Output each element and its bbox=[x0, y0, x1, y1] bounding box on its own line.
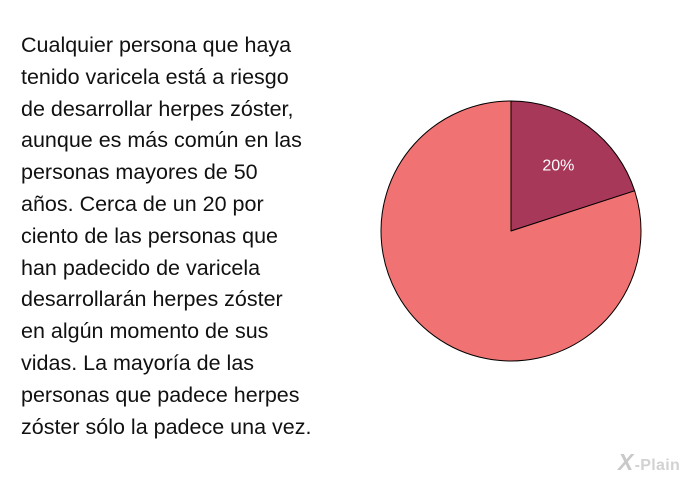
text-line: aunque es más común en las bbox=[21, 128, 302, 153]
text-line: personas que padece herpes bbox=[21, 382, 300, 407]
text-line: en algún momento de sus bbox=[21, 319, 269, 344]
text-line: vidas. La mayoría de las bbox=[21, 350, 255, 375]
text-line: personas mayores de 50 bbox=[21, 160, 258, 185]
logo-symbol: X bbox=[618, 449, 634, 475]
pie-slice-label: 20% bbox=[542, 157, 574, 174]
text-line: ciento de las personas que bbox=[21, 223, 278, 248]
pie-slice bbox=[510, 100, 636, 232]
text-line: tenido varicela está a riesgo bbox=[21, 64, 289, 89]
pie-slice bbox=[380, 100, 642, 362]
text-line: años. Cerca de un 20 por bbox=[21, 191, 264, 216]
text-line: Cualquier persona que haya bbox=[21, 33, 292, 57]
text-line: zóster sólo la padece una vez. bbox=[21, 414, 312, 439]
logo-text: -Plain bbox=[634, 457, 681, 474]
text-line: desarrollarán herpes zóster bbox=[21, 287, 283, 312]
xplain-logo: X-Plain bbox=[618, 449, 680, 476]
text-line: de desarrollar herpes zóster, bbox=[21, 96, 294, 121]
body-text: Cualquier persona que haya tenido varice… bbox=[21, 30, 381, 443]
text-line: han padecido de varicela bbox=[21, 255, 261, 280]
